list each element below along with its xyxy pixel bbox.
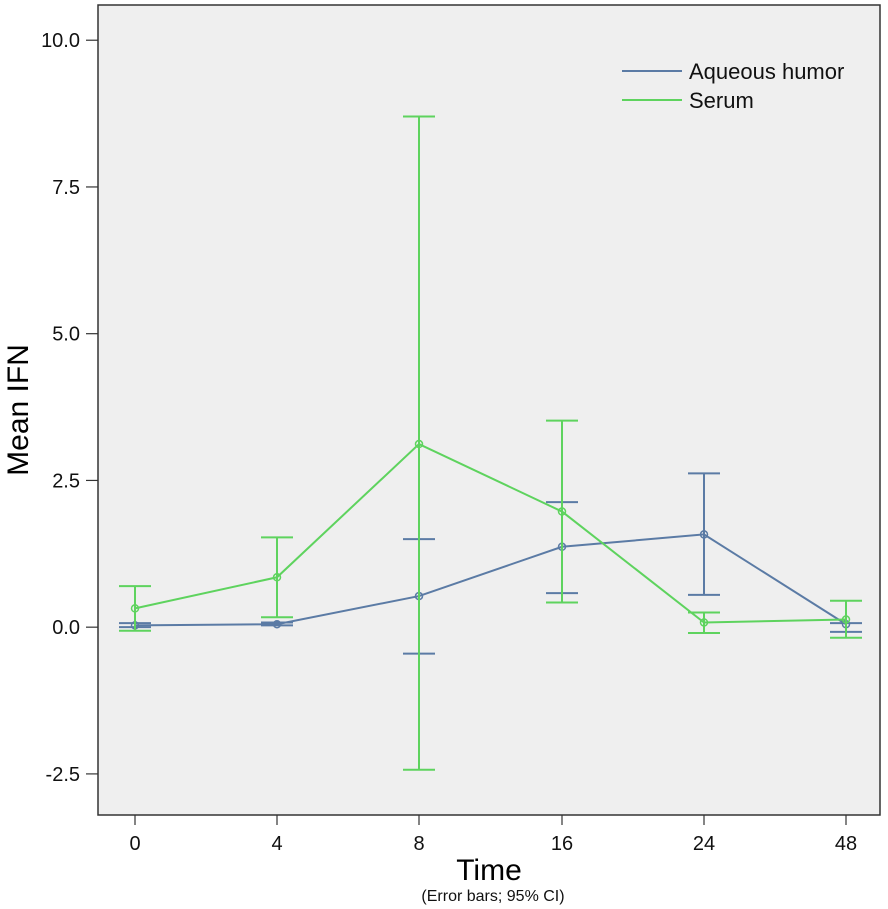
series-serum — [119, 115, 862, 771]
y-tick-label: -2.5 — [46, 764, 80, 786]
data-point — [130, 604, 140, 613]
y-axis-title: Mean IFN — [2, 344, 35, 476]
x-tick-label: 16 — [551, 833, 573, 855]
y-axis: -2.5 0.0 2.5 5.0 7.5 10.0 — [41, 30, 98, 786]
y-tick-label: 2.5 — [52, 470, 80, 492]
series-layer — [119, 115, 862, 771]
data-point — [557, 507, 567, 516]
legend-label: Aqueous humor — [689, 59, 844, 84]
data-point — [414, 439, 424, 449]
y-tick-label: 7.5 — [52, 177, 80, 199]
x-tick-label: 8 — [413, 833, 424, 855]
data-point — [272, 573, 282, 582]
error-bar-note: (Error bars; 95% CI) — [421, 888, 564, 905]
series-line — [134, 533, 847, 627]
x-tick-label: 24 — [693, 833, 715, 855]
plot-area — [97, 4, 881, 816]
x-tick-label: 4 — [271, 833, 282, 855]
y-tick-label: 0.0 — [52, 617, 80, 639]
legend: Aqueous humor Serum — [622, 59, 844, 113]
x-tick-label: 48 — [835, 833, 857, 855]
data-point — [841, 615, 851, 624]
series-line — [134, 442, 847, 624]
y-tick-label: 10.0 — [41, 30, 80, 52]
x-tick-label: 0 — [129, 833, 140, 855]
data-point — [699, 530, 709, 539]
x-axis: 0 4 8 16 24 48 — [129, 815, 857, 855]
data-point — [272, 619, 282, 629]
data-point — [699, 618, 709, 627]
y-tick-label: 5.0 — [52, 324, 80, 346]
x-axis-title: Time — [456, 854, 522, 887]
legend-label: Serum — [689, 88, 754, 113]
